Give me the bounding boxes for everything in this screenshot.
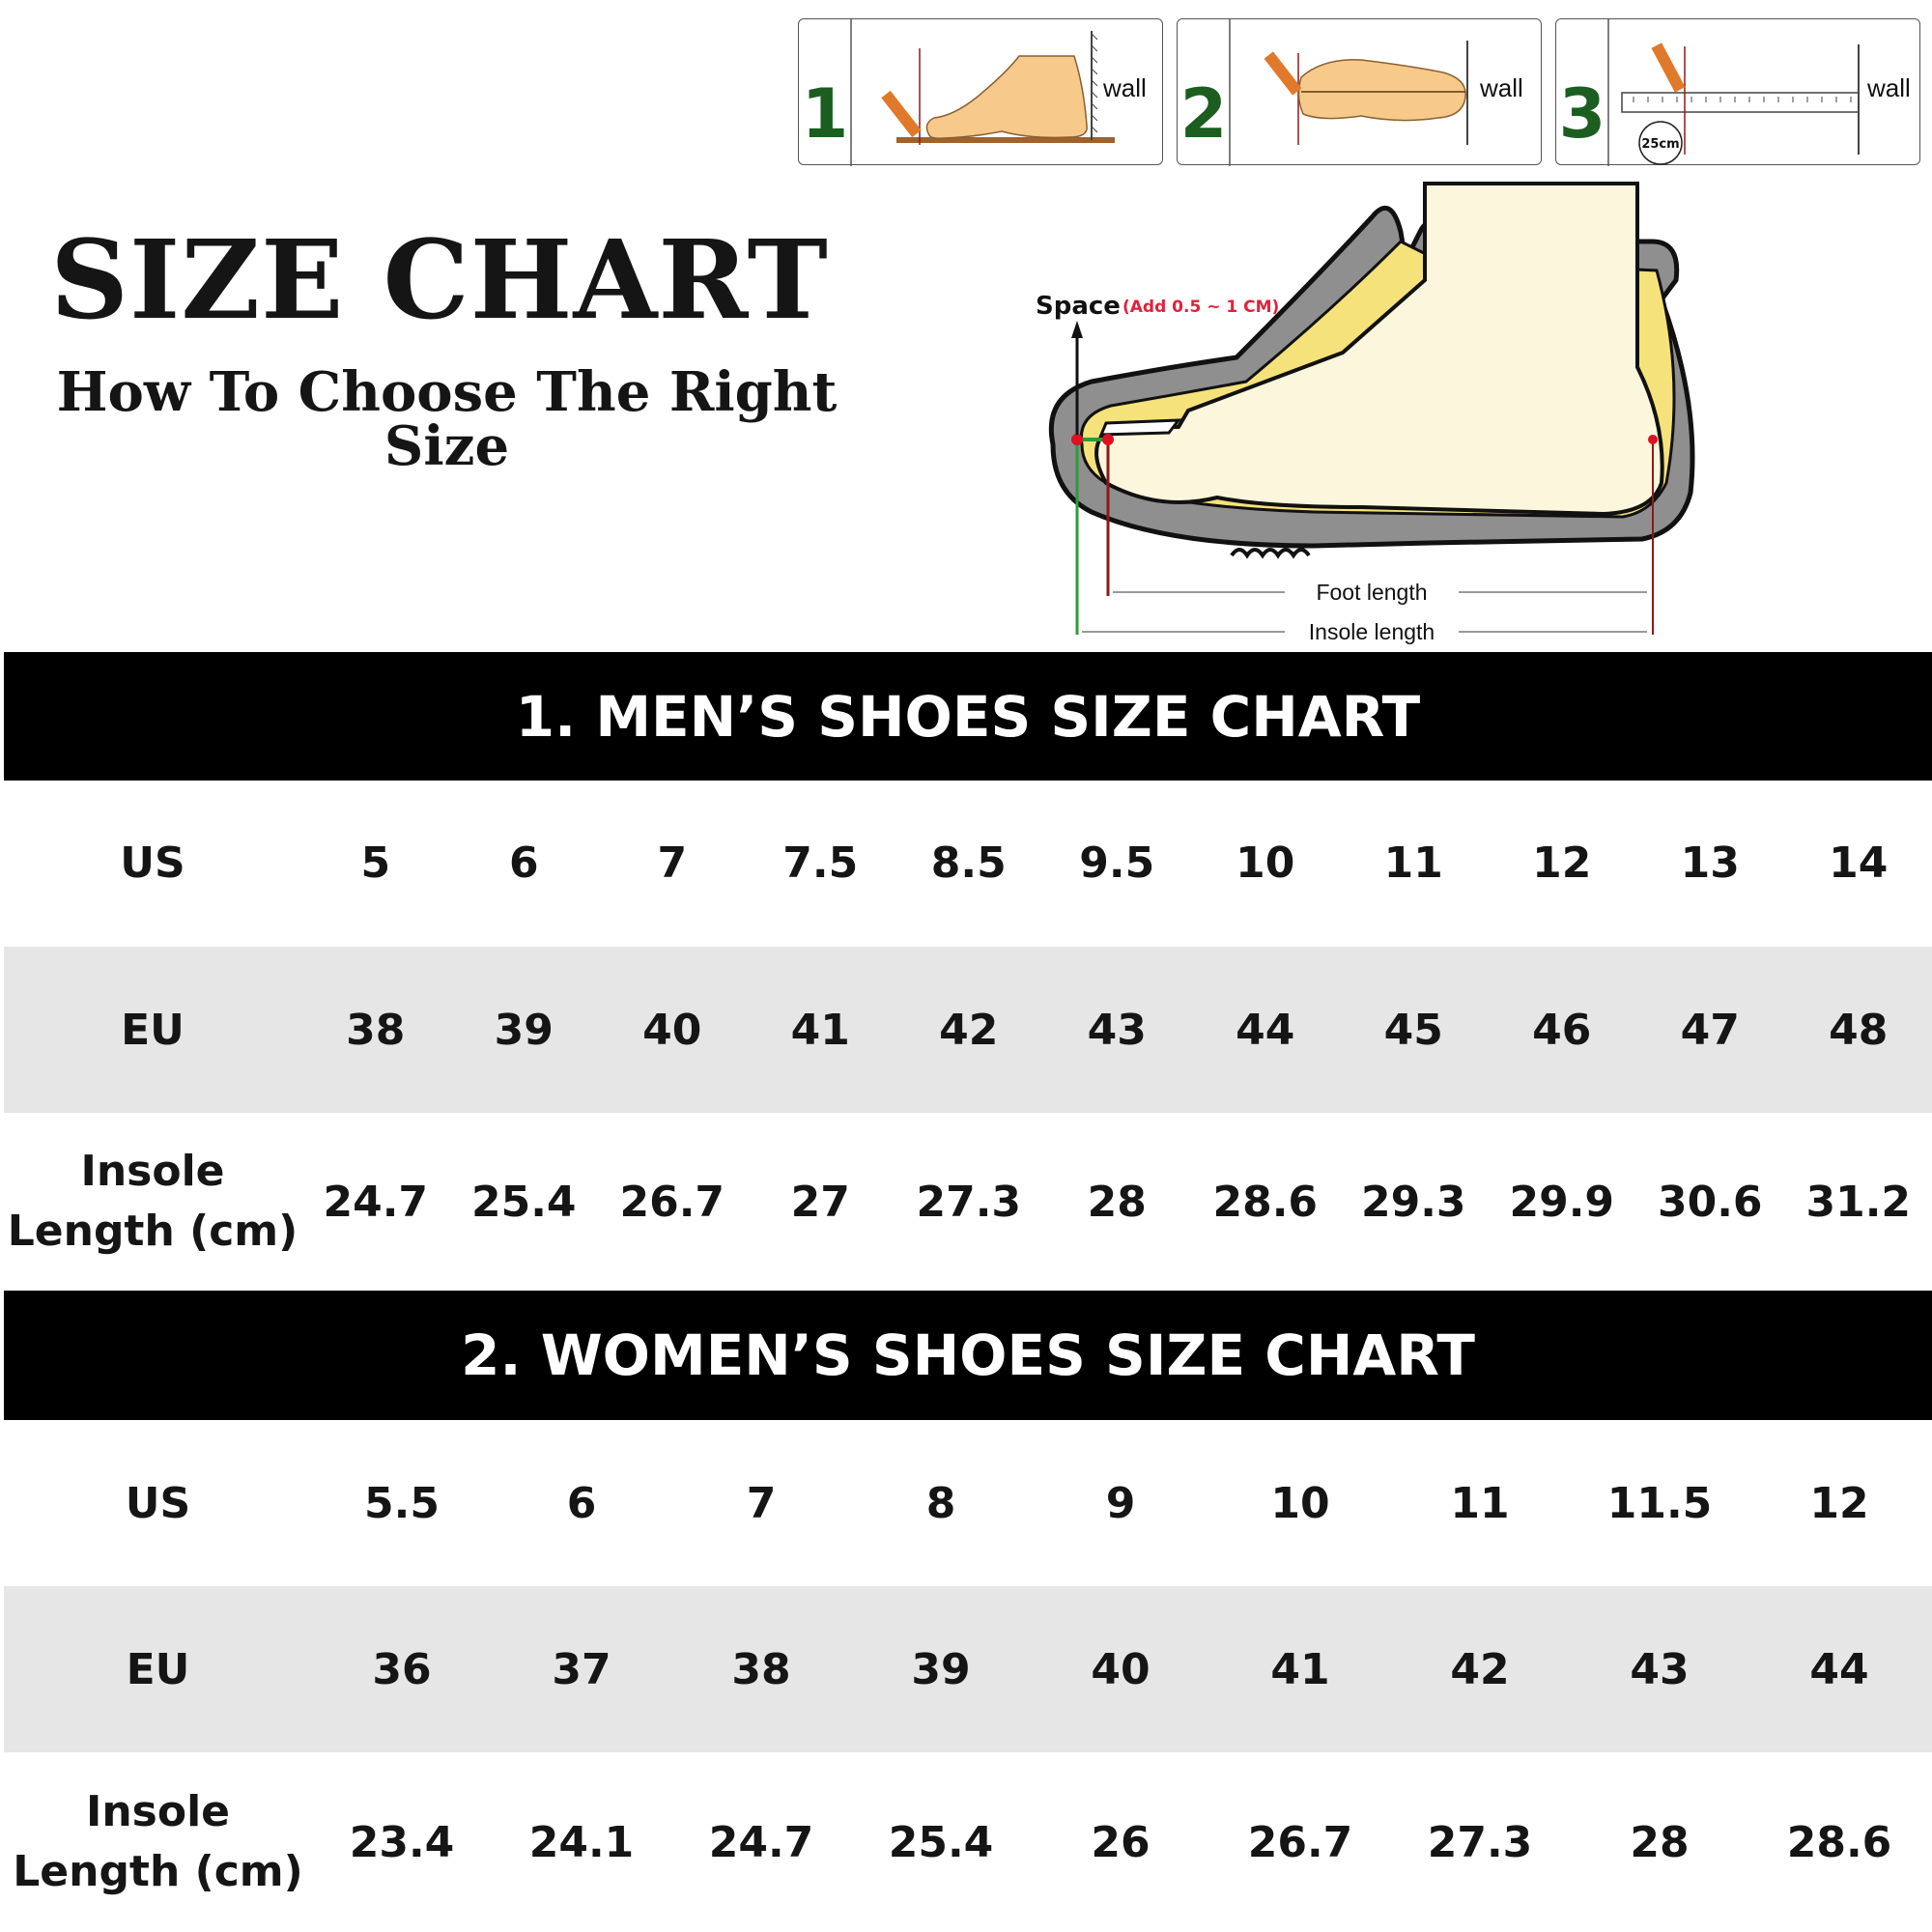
cell: 7 [746,1478,777,1528]
cell: 10 [1270,1478,1330,1528]
wall-label: wall [1102,73,1147,102]
cell: 42 [939,1005,999,1055]
step-3-panel: 3 25cm wall [1555,18,1920,166]
women-section-header: 2. WOMEN’S SHOES SIZE CHART [4,1291,1932,1420]
cell: 40 [642,1005,702,1055]
cell: 45 [1383,1005,1443,1055]
cell: 29.9 [1509,1177,1615,1227]
cell: 7 [657,838,688,888]
row-label: EU [121,1005,185,1055]
cell: 24.7 [323,1177,429,1227]
cell: 28.6 [1786,1817,1892,1867]
measure-label: 25cm [1641,137,1679,152]
cell: 40 [1091,1644,1151,1694]
cell: 9.5 [1079,838,1155,888]
cell: 11.5 [1606,1478,1713,1528]
row-label: Insole Length (cm) [4,1782,312,1901]
cell: 27.3 [916,1177,1022,1227]
ruler-measure-illustration: 3 25cm wall [1559,19,1911,166]
row-label: EU [126,1644,190,1694]
step-number: 3 [1559,74,1606,154]
cell: 13 [1680,838,1740,888]
row-label: US [125,1478,191,1528]
label-line: Insole [85,1787,231,1837]
insole-length-label: Insole length [1309,619,1435,644]
cell: 30.6 [1657,1177,1763,1227]
wall-label: wall [1479,73,1523,102]
cell: 39 [494,1005,554,1055]
cell: 8.5 [930,838,1007,888]
cell: 38 [346,1005,406,1055]
cell: 43 [1630,1644,1690,1694]
cell: 7.5 [782,838,859,888]
cell: 6 [566,1478,597,1528]
cell: 48 [1829,1005,1889,1055]
cell: 9 [1105,1478,1136,1528]
men-eu-row: EU 38 39 40 41 42 43 44 45 46 47 48 [4,947,1932,1113]
cell: 37 [552,1644,611,1694]
women-us-row: US 5.5 6 7 8 9 10 11 11.5 12 [4,1420,1932,1586]
cell: 39 [911,1644,971,1694]
cell: 31.2 [1805,1177,1912,1227]
row-label: US [120,838,185,888]
row-label: Insole Length (cm) [4,1142,301,1261]
cell: 24.1 [528,1817,635,1867]
women-insole-row: Insole Length (cm) 23.4 24.1 24.7 25.4 26… [4,1752,1932,1932]
men-insole-row: Insole Length (cm) 24.7 25.4 26.7 27 27.3… [4,1113,1932,1291]
cell: 12 [1532,838,1592,888]
men-us-row: US 5 6 7 7.5 8.5 9.5 10 11 12 13 14 [4,780,1932,947]
cell: 28.6 [1212,1177,1319,1227]
cell: 11 [1383,838,1443,888]
cell: 25.4 [888,1817,994,1867]
cell: 44 [1809,1644,1869,1694]
cell: 38 [731,1644,791,1694]
space-note: (Add 0.5 ~ 1 CM) [1122,298,1279,317]
cell: 28 [1087,1177,1147,1227]
cell: 43 [1087,1005,1147,1055]
foot-top-view-illustration: 2 wall [1180,19,1523,166]
cell: 5.5 [364,1478,440,1528]
cell: 47 [1680,1005,1740,1055]
cell: 42 [1450,1644,1510,1694]
cell: 36 [372,1644,432,1694]
label-line: Length (cm) [7,1207,298,1256]
cell: 6 [508,838,539,888]
wall-label: wall [1866,73,1911,102]
foot-against-wall-side-illustration: 1 wall [802,19,1147,166]
cell: 25.4 [470,1177,577,1227]
cell: 27.3 [1427,1817,1533,1867]
cell: 26.7 [1247,1817,1353,1867]
page-title: SIZE CHART [50,217,829,344]
step-1-panel: 1 wall [798,18,1163,166]
cell: 27 [790,1177,850,1227]
cell: 10 [1236,838,1295,888]
space-label: Space [1036,292,1121,321]
foot-length-label: Foot length [1316,580,1427,605]
cell: 46 [1532,1005,1592,1055]
cell: 26.7 [619,1177,725,1227]
cell: 5 [360,838,391,888]
cell: 23.4 [349,1817,455,1867]
cell: 14 [1829,838,1889,888]
cell: 26 [1091,1817,1151,1867]
cell: 41 [1270,1644,1330,1694]
cell: 12 [1809,1478,1869,1528]
cell: 8 [925,1478,956,1528]
step-number: 1 [802,74,849,154]
cell: 29.3 [1360,1177,1466,1227]
page-subtitle: How To Choose The Right Size [56,360,838,478]
shoe-fit-diagram: Space (Add 0.5 ~ 1 CM) Foot length Insol… [1036,182,1695,644]
label-line: Length (cm) [13,1847,303,1896]
men-section-header: 1. MEN’S SHOES SIZE CHART [4,652,1932,781]
step-2-panel: 2 wall [1177,18,1542,166]
cell: 28 [1630,1817,1690,1867]
cell: 11 [1450,1478,1510,1528]
women-eu-row: EU 36 37 38 39 40 41 42 43 44 [4,1586,1932,1752]
step-number: 2 [1180,74,1228,154]
cell: 44 [1236,1005,1295,1055]
cell: 24.7 [708,1817,814,1867]
label-line: Insole [80,1147,225,1197]
cell: 41 [790,1005,850,1055]
